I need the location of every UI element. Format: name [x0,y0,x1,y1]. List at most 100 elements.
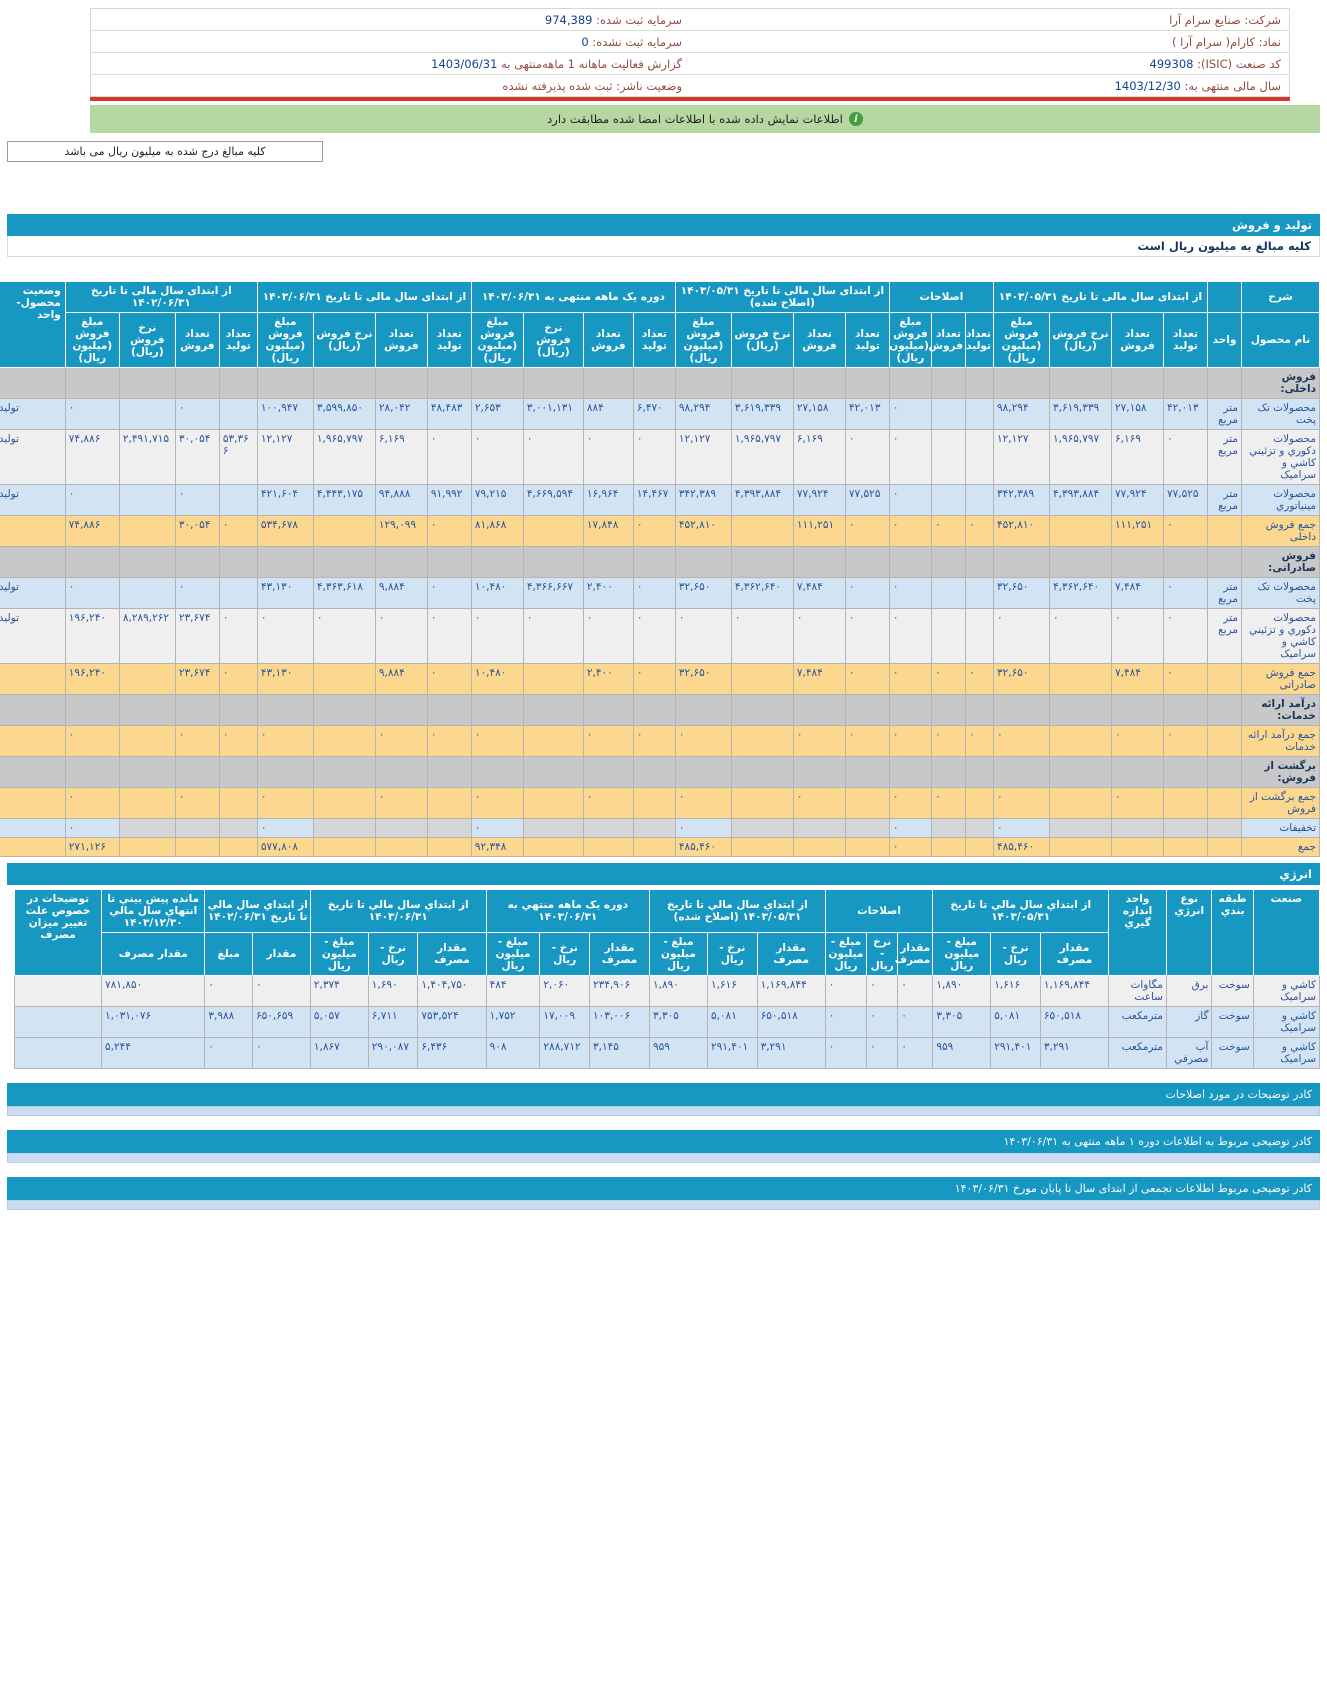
value-cell: ۰ [632,577,676,609]
value-cell: ۳۰,۰۵۴ [174,515,220,547]
value-cell: ۰ [1111,608,1164,664]
energy-value-cell: ۹۵۹ [649,1037,708,1069]
value-cell [1163,787,1208,819]
value-cell: ۰ [674,818,732,838]
cell [730,756,794,788]
energy-subcol-1-2: مبلغ - میلیون ریال [824,932,868,976]
info-label: وضعیت ناشر: [612,78,682,93]
value-cell [118,725,176,757]
energy-industry-cell: کاشي و سرامیک [1252,975,1321,1007]
value-cell: ۱۶,۹۶۴ [582,484,634,516]
value-cell: ۹۴,۸۸۸ [374,484,428,516]
group-header-3: دوره یک ماهه منتهی به ۱۴۰۳/۰۶/۳۱ [470,281,676,313]
value-cell: ۰ [374,608,428,664]
value-cell: ۳۲,۶۵۰ [992,663,1051,695]
value-cell: ۰ [964,663,994,695]
value-cell: ۴۲۱,۶۰۴ [256,484,314,516]
table-row: جمع فروش صادراتی ۰ ۷,۴۸۴ ۳۲,۶۵۰ ۰ ۰ ۰ ۰ ۷,۴۸۴ ۳۲,… [0,663,1320,695]
row-label: جمع فروش صادراتی [1241,663,1320,695]
value-cell: ۳,۶۱۹,۳۳۹ [730,398,794,430]
energy-value-cell: ۱,۷۵۲ [485,1006,541,1038]
value-cell [930,577,966,609]
energy-remain-header: مانده پیش بیني تا انتهاي سال مالي ۱۴۰۳/۱… [101,889,206,933]
info-value: صنایع سرام آرا [1169,12,1241,27]
value-cell: ۱۰,۴۸۰ [470,577,524,609]
value-cell: ۰ [1163,608,1208,664]
value-cell [1049,515,1112,547]
value-cell: ۰ [888,484,932,516]
value-cell: ۹,۸۸۴ [374,663,428,695]
energy-value-cell: ۱,۰۳۱,۰۷۶ [101,1006,206,1038]
value-cell [312,725,376,757]
energy-value-cell: ۵,۰۵۷ [309,1006,369,1038]
value-cell: ۰ [844,577,890,609]
value-cell: ۴۳,۱۳۰ [256,663,314,695]
table-row: جمع ۴۸۵,۴۶۰ ۰ ۴۸۵,۴۶۰ ۹۲,۳۴۸ ۵۷۷,۸۰۸ ۲۷۱,۱۲۶ [0,837,1320,857]
value-cell: ۵۳,۳۶۶ [218,429,258,485]
cell [888,694,932,726]
value-cell: ۹۸,۲۹۴ [674,398,732,430]
energy-group-header-1: اصلاحات [824,889,934,933]
col-unit-header-top [1207,281,1242,313]
value-cell [1111,818,1164,838]
cell [426,546,472,578]
info-value: کارام( سرام آرا ) [1171,34,1255,49]
value-cell: ۴,۴۴۳,۱۷۵ [312,484,376,516]
value-cell [730,663,794,695]
cell [374,756,428,788]
energy-value-cell: ۱,۱۶۹,۸۴۴ [756,975,826,1007]
value-cell [312,515,376,547]
unit-cell [1207,515,1242,547]
value-cell [792,818,846,838]
value-cell: ۰ [218,608,258,664]
value-cell: ۲۷۱,۱۲۶ [64,837,120,857]
value-cell [964,608,994,664]
info-cell-left: سرمایه ثبت شده: 974,389 [91,13,690,27]
energy-col-class-header: طبقه بندي [1211,889,1254,976]
energy-value-cell: ۳,۹۸۸ [204,1006,253,1038]
value-cell [730,725,794,757]
value-cell [312,818,376,838]
info-row: نماد: کارام( سرام آرا ) سرمایه ثبت نشده: … [91,31,1289,53]
energy-unit-cell: مگاوات ساعت [1108,975,1167,1007]
value-cell: ۳۲,۶۵۰ [674,577,732,609]
energy-subcol-3-2: مبلغ - میلیون ریال [485,932,541,976]
cell [992,367,1051,399]
cell [522,546,584,578]
value-cell: ۴۳,۱۳۰ [256,577,314,609]
energy-value-cell [13,975,103,1007]
value-cell: ۴۸۵,۴۶۰ [674,837,732,857]
row-label: محصولات دکوري و تزئیني کاشي و سرامیک [1241,608,1320,664]
cell [174,546,220,578]
cell [964,367,994,399]
value-cell [964,577,994,609]
unit-cell: متر مربع [1207,484,1242,516]
value-cell: ۰ [218,725,258,757]
info-cell-right: نماد: کارام( سرام آرا ) [690,35,1289,49]
value-cell: ۰ [470,608,524,664]
cell [1207,694,1242,726]
cell [730,546,794,578]
value-cell: ۲,۴۹۱,۷۱۵ [118,429,176,485]
notes-area: کادر توضیحات در مورد اصلاحات کادر توضیحی … [7,1083,1320,1210]
energy-subcol-5-1: مبلغ [204,932,253,976]
value-cell: ۶,۱۶۹ [792,429,846,485]
value-cell [118,515,176,547]
energy-subcol-0-2: مبلغ - میلیون ریال [932,932,992,976]
section-row-label: فروش داخلی: [1241,367,1320,399]
value-cell: ۷۷,۹۲۴ [792,484,846,516]
value-cell: ۰ [470,429,524,485]
value-cell: ۰ [730,608,794,664]
cell [992,694,1051,726]
energy-value-cell: ۶۵۰,۶۵۹ [252,1006,311,1038]
subcol-header-4-3: مبلغ فروش (میلیون ریال) [256,312,314,368]
energy-comment-header: توضیحات در خصوص علت تغییر میزان مصرف [13,889,103,976]
value-cell: ۰ [256,818,314,838]
value-cell: ۰ [582,608,634,664]
subcol-header-4-2: نرخ فروش (ریال) [312,312,376,368]
value-cell: ۰ [674,608,732,664]
value-cell: ۰ [930,663,966,695]
energy-type-cell: گاز [1165,1006,1213,1038]
info-row: کد صنعت (ISIC): 499308 گزارش فعالیت ماهان… [91,53,1289,75]
energy-value-cell: ۴۸۴ [485,975,541,1007]
